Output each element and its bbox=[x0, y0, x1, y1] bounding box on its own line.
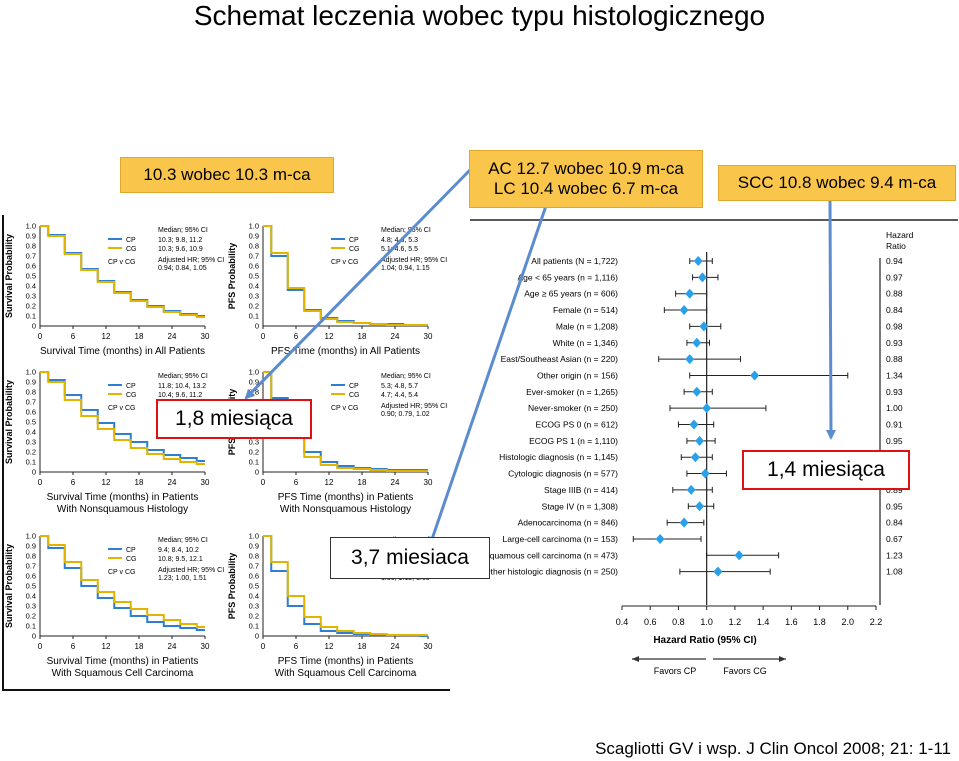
subgroup-label: ECOG PS 0 (n = 612) bbox=[536, 420, 619, 430]
subgroup-label: Squamous cell carcinoma (n = 473) bbox=[484, 550, 618, 560]
subgroup-label: White (n = 1,346) bbox=[553, 338, 619, 348]
hr-value-label: 0.88 bbox=[886, 354, 903, 364]
hr-marker bbox=[686, 484, 696, 495]
hr-marker bbox=[692, 386, 702, 397]
callout-squamous-pfs: 3,7 miesiaca bbox=[330, 537, 490, 579]
forest-x-tick-label: 2.0 bbox=[842, 617, 855, 627]
subgroup-label: Never-smoker (n = 250) bbox=[528, 403, 618, 413]
hr-marker bbox=[685, 288, 695, 299]
forest-x-tick-label: 0.6 bbox=[644, 617, 657, 627]
hr-marker bbox=[685, 354, 695, 365]
hr-value-label: 0.95 bbox=[886, 501, 903, 511]
forest-x-label: Hazard Ratio (95% CI) bbox=[653, 635, 756, 646]
km-panel-frame bbox=[2, 215, 450, 691]
hr-marker bbox=[734, 550, 744, 561]
favors-cg-label: Favors CG bbox=[723, 666, 767, 676]
hr-value-label: 0.95 bbox=[886, 436, 903, 446]
hr-value-label: 0.67 bbox=[886, 534, 903, 544]
subgroup-label: ECOG PS 1 (n = 1,110) bbox=[529, 436, 618, 446]
hr-value-label: 0.94 bbox=[886, 256, 903, 266]
hr-marker bbox=[693, 256, 703, 266]
hr-marker bbox=[690, 452, 700, 463]
subgroup-label: Large-cell carcinoma (n = 153) bbox=[502, 534, 618, 544]
forest-x-tick-label: 0.8 bbox=[672, 617, 685, 627]
citation: Scagliotti GV i wsp. J Clin Oncol 2008; … bbox=[595, 739, 951, 758]
callout-ac-line: AC 12.7 wobec 10.9 m-ca bbox=[488, 159, 684, 178]
subgroup-label: Adenocarcinoma (n = 846) bbox=[518, 518, 619, 528]
hr-marker bbox=[695, 501, 705, 512]
forest-x-tick-label: 2.2 bbox=[870, 617, 883, 627]
hr-marker bbox=[689, 419, 699, 430]
callout-scc: SCC 10.8 wobec 9.4 m-ca bbox=[718, 165, 956, 201]
hr-value-label: 0.84 bbox=[886, 305, 903, 315]
hr-column-header-2: Ratio bbox=[886, 241, 906, 251]
slide-title: Schemat leczenia wobec typu histologiczn… bbox=[193, 0, 766, 31]
hr-marker bbox=[655, 533, 665, 544]
hr-value-label: 0.84 bbox=[886, 518, 903, 528]
hr-value-label: 1.08 bbox=[886, 567, 903, 577]
hr-value-label: 1.23 bbox=[886, 550, 903, 560]
hr-value-label: 1.34 bbox=[886, 370, 903, 380]
forest-x-tick-label: 1.6 bbox=[785, 617, 798, 627]
subgroup-label: Age < 65 years (n = 1,116) bbox=[518, 272, 619, 282]
favors-cp-label: Favors CP bbox=[654, 666, 697, 676]
hr-value-label: 0.98 bbox=[886, 321, 903, 331]
forest-x-tick-label: 1.2 bbox=[729, 617, 742, 627]
subgroup-label: Age ≥ 65 years (n = 606) bbox=[524, 289, 618, 299]
favors-cg-arrowhead bbox=[779, 656, 786, 662]
subgroup-label: Other histologic diagnosis (n = 250) bbox=[484, 567, 618, 577]
hr-marker bbox=[702, 403, 712, 414]
hr-marker bbox=[695, 435, 705, 446]
hr-marker bbox=[750, 370, 760, 381]
hr-value-label: 0.97 bbox=[886, 272, 903, 282]
hr-value-label: 0.93 bbox=[886, 387, 903, 397]
hr-marker bbox=[692, 337, 702, 348]
hr-value-label: 0.88 bbox=[886, 289, 903, 299]
callout-forest-pfs: 1,4 miesiąca bbox=[742, 450, 910, 490]
subgroup-label: Stage IV (n = 1,308) bbox=[542, 501, 618, 511]
subgroup-label: Other origin (n = 156) bbox=[537, 370, 618, 380]
hr-marker bbox=[699, 321, 709, 332]
subgroup-label: Ever-smoker (n = 1,265) bbox=[526, 387, 618, 397]
hr-value-label: 0.91 bbox=[886, 420, 903, 430]
subgroup-label: East/Southeast Asian (n = 220) bbox=[501, 354, 619, 364]
subgroup-label: Stage IIIB (n = 414) bbox=[544, 485, 618, 495]
subgroup-label: Female (n = 514) bbox=[553, 305, 618, 315]
callout-ac-lc: AC 12.7 wobec 10.9 m-ca LC 10.4 wobec 6.… bbox=[469, 150, 703, 208]
forest-x-tick-label: 1.4 bbox=[757, 617, 770, 627]
forest-x-tick-label: 1.0 bbox=[700, 617, 713, 627]
callout-lc-line: LC 10.4 wobec 6.7 m-ca bbox=[493, 179, 679, 198]
subgroup-label: Histologic diagnosis (n = 1,145) bbox=[499, 452, 618, 462]
forest-x-tick-label: 0.4 bbox=[616, 617, 629, 627]
hr-marker bbox=[697, 272, 707, 283]
callout-nonsquamous-pfs: 1,8 miesiąca bbox=[156, 399, 312, 439]
hr-value-label: 0.93 bbox=[886, 338, 903, 348]
subgroup-label: Male (n = 1,208) bbox=[556, 321, 618, 331]
hr-marker bbox=[679, 517, 689, 528]
hr-marker bbox=[713, 566, 723, 577]
favors-cp-arrowhead bbox=[632, 656, 639, 662]
subgroup-label: Cytologic diagnosis (n = 577) bbox=[508, 469, 618, 479]
forest-x-tick-label: 1.8 bbox=[813, 617, 826, 627]
subgroup-label: All patients (N = 1,722) bbox=[531, 256, 618, 266]
hr-marker bbox=[679, 305, 689, 316]
hr-column-header: Hazard bbox=[886, 230, 914, 240]
callout-all-patients: 10.3 wobec 10.3 m-ca bbox=[120, 157, 334, 193]
arrow-to-forest-pfs bbox=[825, 199, 836, 440]
hr-marker bbox=[700, 468, 710, 479]
hr-value-label: 1.00 bbox=[886, 403, 903, 413]
